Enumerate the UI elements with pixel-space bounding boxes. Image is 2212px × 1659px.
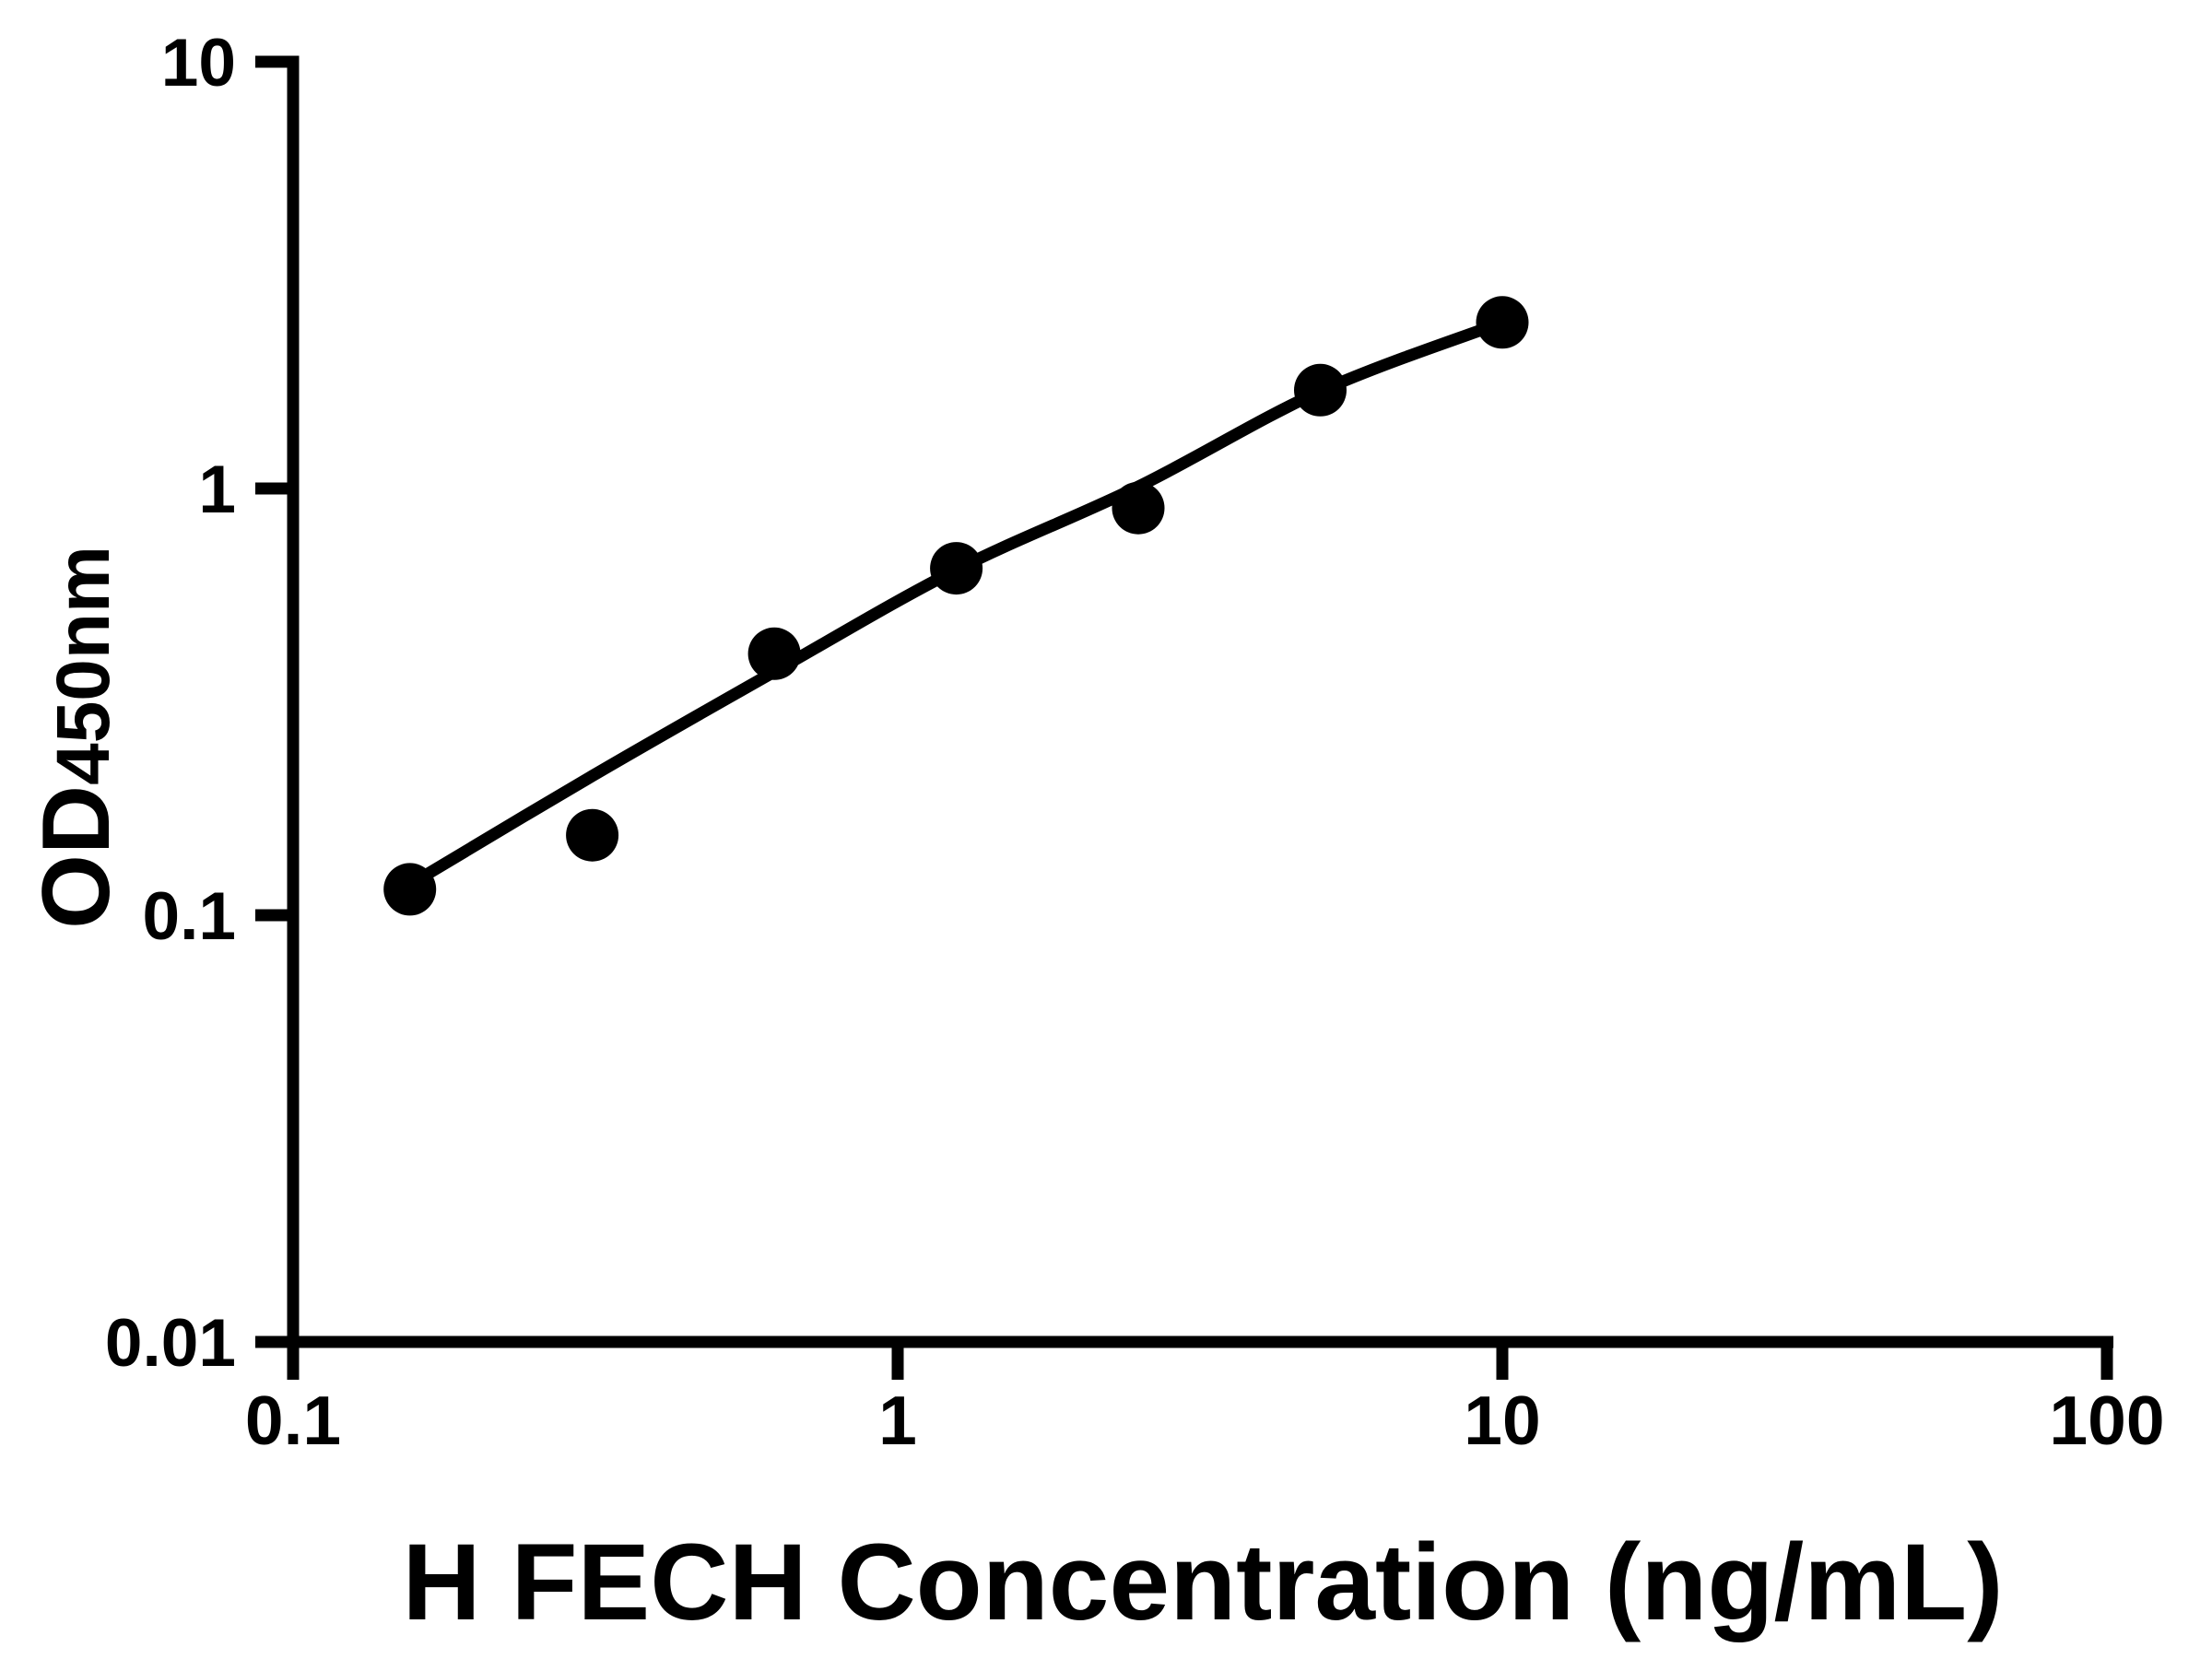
data-point [930, 542, 983, 595]
data-point [1112, 481, 1165, 535]
axes [287, 55, 2113, 1348]
data-point [1476, 296, 1529, 349]
x-tick-label: 1 [878, 1382, 917, 1459]
x-tick-label: 0.1 [245, 1382, 341, 1459]
data-points [383, 296, 1529, 916]
data-point [1294, 363, 1347, 417]
y-tick-label: 10 [161, 26, 236, 100]
data-point [383, 863, 437, 916]
y-tick-label: 1 [198, 453, 236, 527]
y-axis-title-main: OD [23, 785, 130, 929]
x-tick-label: 10 [1464, 1382, 1540, 1459]
y-tick-label: 0.01 [105, 1306, 236, 1381]
y-axis-title-sub: 450nm [41, 546, 125, 785]
tick-marks [255, 55, 2113, 1380]
data-point [566, 808, 619, 862]
y-axis-title: OD450nm [23, 546, 130, 929]
data-point [747, 627, 801, 680]
x-tick-label: 100 [2049, 1382, 2164, 1459]
x-axis-title: H FECH Concentration (ng/mL) [402, 1522, 2003, 1643]
y-tick-label: 0.1 [143, 879, 236, 954]
